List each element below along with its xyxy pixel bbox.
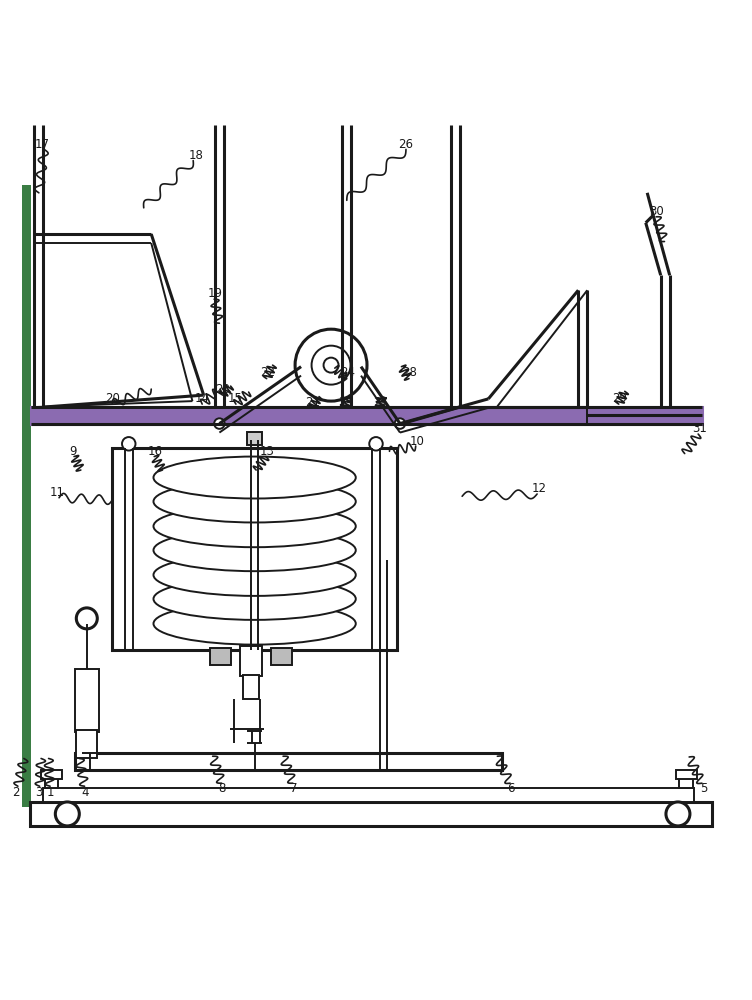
Circle shape	[369, 437, 383, 451]
Text: 28: 28	[402, 366, 417, 379]
Ellipse shape	[153, 603, 356, 645]
Text: 5: 5	[700, 782, 708, 795]
Text: 11: 11	[50, 486, 65, 499]
Text: 31: 31	[693, 422, 707, 435]
Text: 26: 26	[399, 138, 414, 151]
Circle shape	[214, 418, 225, 429]
Text: 6: 6	[507, 782, 514, 795]
Bar	[74, 669, 99, 732]
Text: 30: 30	[650, 205, 664, 218]
Circle shape	[323, 358, 338, 373]
Text: 9: 9	[69, 445, 76, 458]
Circle shape	[295, 329, 367, 401]
Bar	[23, 185, 32, 807]
Ellipse shape	[153, 481, 356, 522]
Bar	[41, 770, 62, 779]
Text: 25: 25	[338, 396, 353, 409]
Text: 10: 10	[410, 435, 425, 448]
Bar	[76, 730, 97, 758]
Bar	[676, 770, 696, 779]
Bar	[247, 432, 262, 445]
Circle shape	[666, 802, 690, 826]
Circle shape	[311, 346, 350, 385]
Text: 8: 8	[219, 782, 226, 795]
Bar	[680, 778, 693, 788]
Text: 29: 29	[612, 392, 627, 405]
Bar	[210, 648, 231, 665]
Text: 24: 24	[340, 366, 355, 379]
Circle shape	[76, 608, 97, 629]
Text: 20: 20	[105, 392, 120, 405]
Bar	[30, 802, 711, 826]
Text: 14: 14	[195, 392, 210, 405]
Ellipse shape	[153, 457, 356, 499]
Ellipse shape	[153, 529, 356, 571]
Bar	[74, 753, 502, 770]
Text: 4: 4	[81, 786, 89, 799]
Text: 19: 19	[208, 287, 223, 300]
Ellipse shape	[153, 505, 356, 547]
Text: 27: 27	[373, 396, 388, 409]
Bar	[112, 448, 397, 650]
Circle shape	[56, 802, 79, 826]
Bar	[243, 675, 259, 699]
Text: 18: 18	[189, 149, 204, 162]
Text: 23: 23	[215, 383, 230, 396]
Text: 3: 3	[35, 786, 43, 799]
Circle shape	[378, 552, 390, 564]
Bar	[43, 788, 694, 802]
Text: 12: 12	[532, 482, 547, 495]
Text: 22: 22	[260, 366, 275, 379]
Ellipse shape	[153, 578, 356, 620]
Text: 1: 1	[47, 786, 54, 799]
Text: 2: 2	[13, 786, 20, 799]
Text: 21: 21	[305, 396, 320, 409]
Text: 16: 16	[147, 445, 162, 458]
Circle shape	[395, 418, 405, 429]
Text: 7: 7	[290, 782, 297, 795]
Bar	[240, 646, 262, 676]
Bar	[32, 407, 702, 424]
Ellipse shape	[153, 554, 356, 596]
Circle shape	[122, 437, 135, 451]
Bar	[45, 778, 59, 788]
Text: 17: 17	[35, 138, 50, 151]
Bar	[271, 648, 292, 665]
Text: 15: 15	[228, 392, 243, 405]
Text: 13: 13	[260, 445, 274, 458]
